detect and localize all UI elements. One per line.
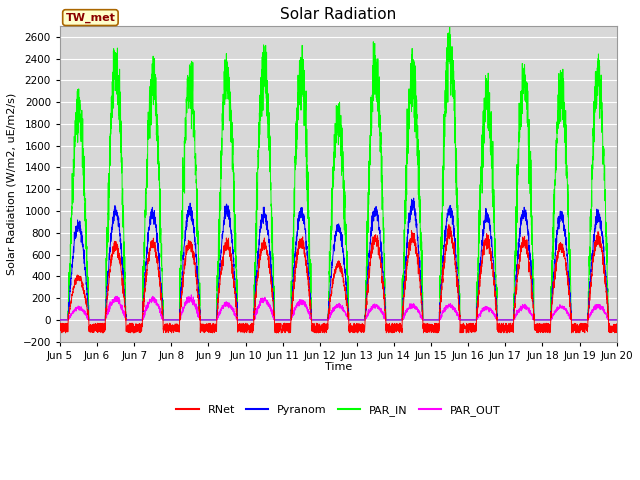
Y-axis label: Solar Radiation (W/m2, uE/m2/s): Solar Radiation (W/m2, uE/m2/s) [7,93,17,275]
Legend: RNet, Pyranom, PAR_IN, PAR_OUT: RNet, Pyranom, PAR_IN, PAR_OUT [172,401,505,420]
Title: Solar Radiation: Solar Radiation [280,7,396,22]
X-axis label: Time: Time [324,362,352,372]
Text: TW_met: TW_met [65,12,115,23]
